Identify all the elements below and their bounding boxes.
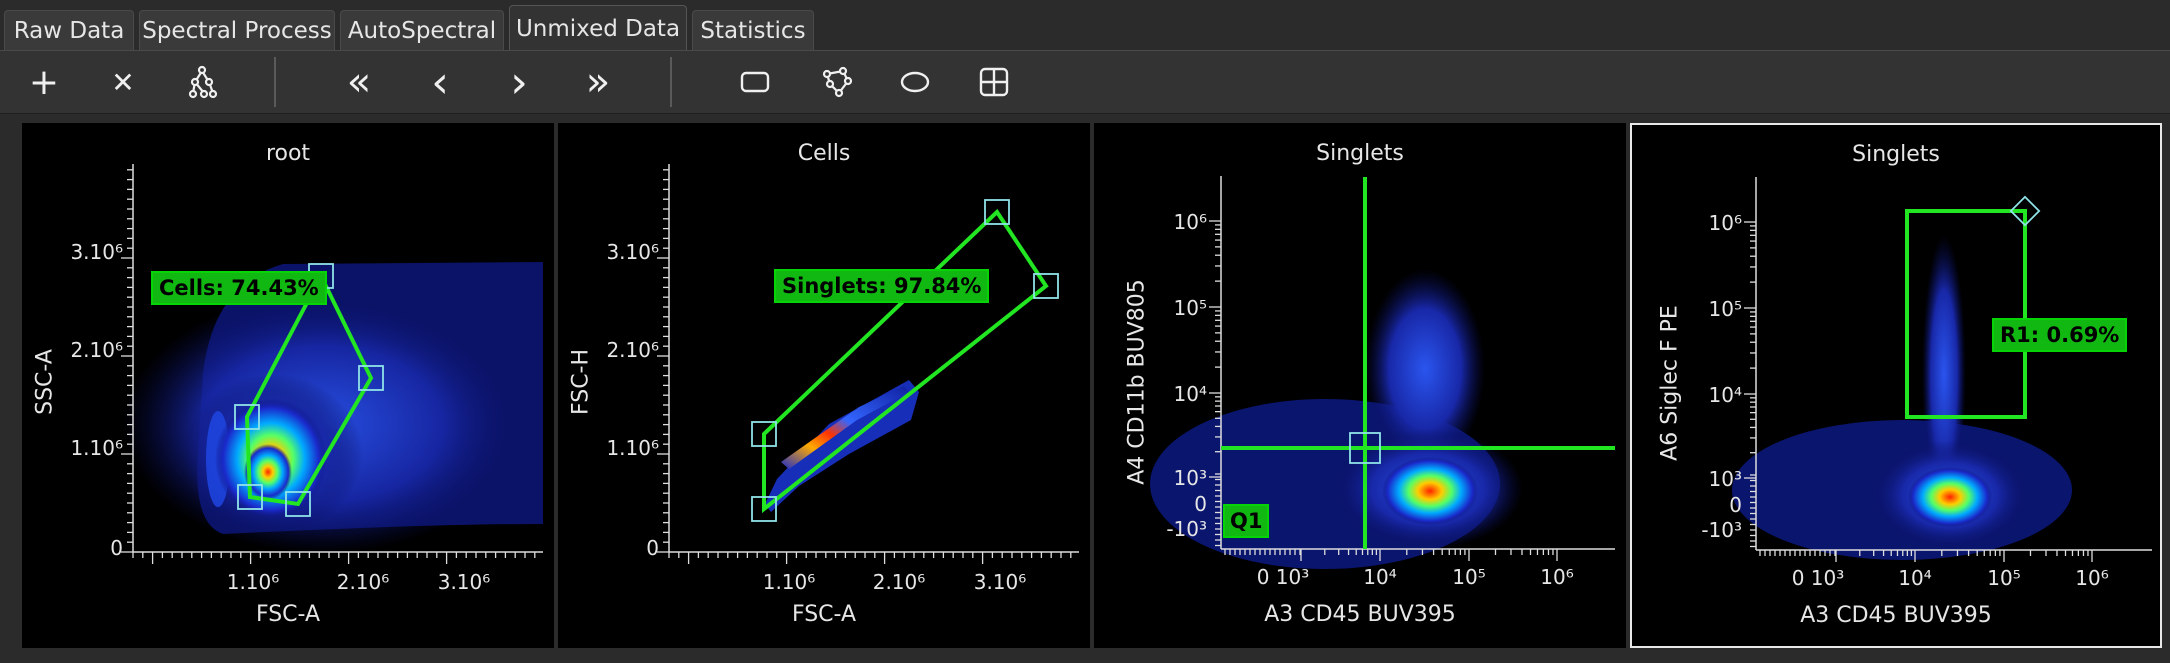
x-tick-label: 1.10⁶ [226, 570, 280, 594]
x-axis-label: FSC-A [255, 602, 321, 627]
x-axis-label: A3 CD45 BUV395 [1800, 603, 1992, 628]
y-tick-label: 2.10⁶ [606, 338, 659, 362]
y-tick-label: 0 [646, 536, 659, 560]
gate-label-q1[interactable]: Q1 [1223, 504, 1270, 538]
hierarchy-icon [188, 65, 218, 99]
toolbar: + ✕ « ‹ › » [0, 50, 2170, 114]
tab-raw-data[interactable]: Raw Data [4, 10, 134, 50]
y-tick-label: 2.10⁶ [70, 338, 123, 362]
tab-bar: Raw Data Spectral Process AutoSpectral U… [0, 0, 2170, 51]
tab-spectral-process[interactable]: Spectral Process [139, 10, 335, 50]
x-tick-label: 0 10³ [1791, 566, 1845, 590]
next-button[interactable]: › [497, 57, 541, 108]
y-tick-label: -10³ [1166, 517, 1207, 541]
y-tick-label: 0 [110, 536, 123, 560]
y-tick-label: 1.10⁶ [606, 436, 659, 460]
polygon-gate-button[interactable] [814, 60, 858, 104]
y-tick-label: 10⁴ [1708, 383, 1742, 407]
x-tick-label: 2.10⁶ [872, 570, 926, 594]
tab-unmixed-data[interactable]: Unmixed Data [509, 5, 687, 51]
chevron-left-icon: ‹ [431, 56, 449, 108]
plot-title: root [265, 141, 311, 166]
y-tick-label: 10³ [1173, 466, 1207, 490]
y-tick-label: 10⁶ [1173, 210, 1207, 234]
y-tick-label: 10⁵ [1173, 296, 1207, 320]
x-axis-label: A3 CD45 BUV395 [1264, 602, 1456, 627]
y-tick-label: 1.10⁶ [70, 436, 123, 460]
toolbar-separator [670, 57, 672, 107]
y-tick-label: 0 [1194, 492, 1207, 516]
plot-title: Singlets [1316, 141, 1404, 166]
polygon-icon [822, 66, 853, 98]
hierarchy-button[interactable] [180, 60, 224, 104]
y-tick-label: -10³ [1701, 518, 1742, 542]
tab-autospectral[interactable]: AutoSpectral [340, 10, 504, 50]
density-plot[interactable] [1632, 125, 2160, 646]
density-plot[interactable] [559, 124, 1089, 647]
x-tick-label: 10⁴ [1363, 565, 1397, 589]
x-axis-label: FSC-A [791, 602, 857, 627]
gate-label-r1[interactable]: R1: 0.69% [1992, 318, 2128, 352]
gate-label-cells[interactable]: Cells: 74.43% [151, 271, 327, 305]
x-tick-label: 10⁶ [1540, 565, 1574, 589]
quadrant-gate-button[interactable] [972, 60, 1016, 104]
quadrant-icon [979, 67, 1009, 97]
tab-statistics[interactable]: Statistics [692, 10, 814, 50]
close-icon: ✕ [111, 65, 135, 99]
density-plot[interactable] [23, 124, 553, 647]
x-tick-label: 1.10⁶ [762, 570, 816, 594]
x-tick-label: 0 10³ [1256, 565, 1310, 589]
double-chevron-left-icon: « [346, 59, 372, 105]
y-tick-label: 10⁵ [1708, 297, 1742, 321]
plus-icon: + [28, 61, 60, 103]
last-button[interactable]: » [576, 59, 620, 105]
rectangle-icon [740, 71, 770, 93]
x-tick-label: 3.10⁶ [973, 570, 1027, 594]
add-plot-button[interactable]: + [22, 60, 66, 104]
ellipse-gate-button[interactable] [893, 60, 937, 104]
x-tick-label: 10⁵ [1452, 565, 1486, 589]
y-tick-label: 0 [1729, 493, 1742, 517]
plot-panel-cells[interactable]: Cells FSC-H FSC-A 3.10⁶ 2.10⁶ 1.10⁶ 0 1.… [558, 123, 1090, 648]
chevron-right-icon: › [510, 56, 528, 108]
x-tick-label: 3.10⁶ [437, 570, 491, 594]
x-tick-label: 10⁴ [1898, 566, 1932, 590]
plot-panel-root[interactable]: root SSC-A FSC-A 3.10⁶ 2.10⁶ 1.10⁶ 0 1.1… [22, 123, 554, 648]
toolbar-separator [274, 57, 276, 107]
y-tick-label: 3.10⁶ [70, 240, 123, 264]
y-tick-label: 10⁶ [1708, 211, 1742, 235]
plot-title: Cells [797, 141, 851, 166]
x-tick-label: 2.10⁶ [336, 570, 390, 594]
ellipse-icon [900, 71, 930, 93]
y-tick-label: 10³ [1708, 467, 1742, 491]
double-chevron-right-icon: » [585, 59, 611, 105]
y-tick-label: 3.10⁶ [606, 240, 659, 264]
x-tick-label: 10⁵ [1987, 566, 2021, 590]
previous-button[interactable]: ‹ [418, 57, 462, 108]
first-button[interactable]: « [337, 59, 381, 105]
x-tick-label: 10⁶ [2075, 566, 2109, 590]
plot-panel-singlets-quadrant[interactable]: Singlets A4 CD11b BUV805 10⁶ 10⁵ 10⁴ 10³… [1094, 123, 1626, 648]
plot-panel-singlets-r1[interactable]: Singlets A6 Siglec F PE 10⁶ 10⁵ 10⁴ 10³ … [1630, 123, 2162, 648]
density-plot[interactable] [1095, 124, 1625, 647]
y-tick-label: 10⁴ [1173, 382, 1207, 406]
gate-label-singlets[interactable]: Singlets: 97.84% [774, 269, 990, 303]
rectangle-gate-button[interactable] [733, 60, 777, 104]
plot-title: Singlets [1852, 142, 1940, 167]
remove-plot-button[interactable]: ✕ [101, 60, 145, 104]
